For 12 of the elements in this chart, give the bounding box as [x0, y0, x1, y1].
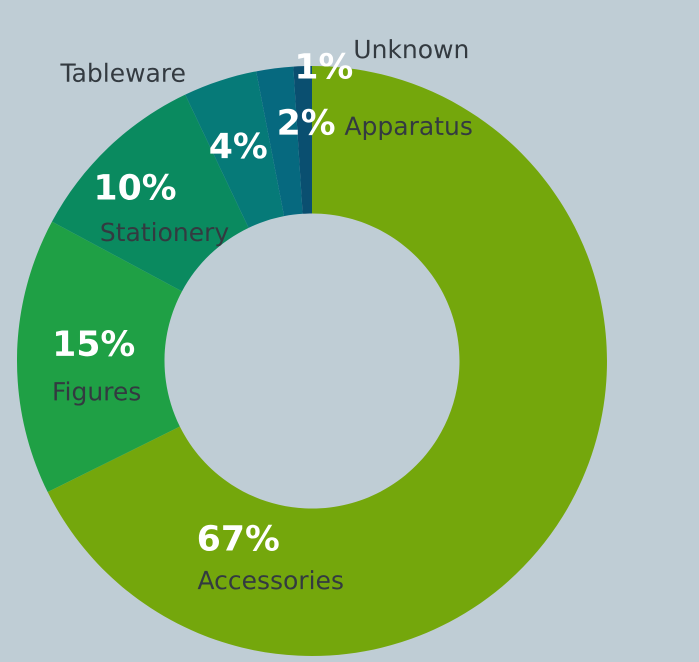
slice-label: Apparatus: [344, 116, 472, 140]
data-label: 4%: [210, 132, 267, 159]
data-label: 67%: [198, 524, 279, 552]
slice-label: Figures: [54, 381, 140, 406]
data-label: 15%: [56, 330, 134, 356]
slice-label: Accessories: [198, 570, 343, 590]
data-label: 1%: [298, 52, 352, 80]
data-label: 2%: [279, 108, 334, 136]
data-label: 10%: [97, 174, 176, 200]
slice-label: Tableware: [60, 62, 185, 82]
slice-label: Unknown: [355, 39, 468, 59]
slice-label: Stationery: [101, 222, 228, 246]
